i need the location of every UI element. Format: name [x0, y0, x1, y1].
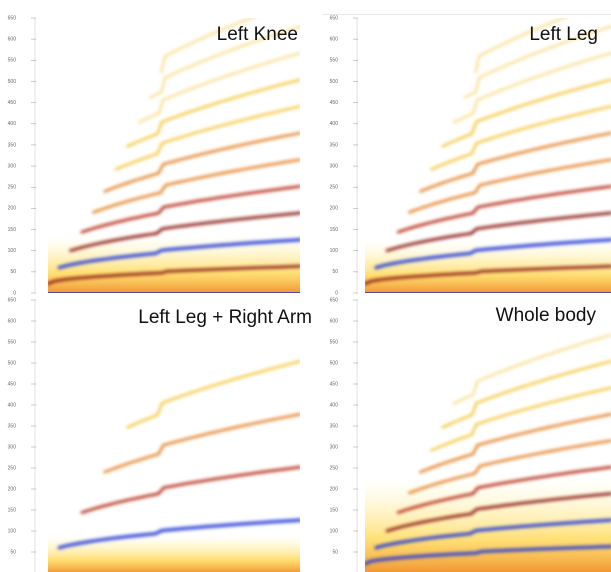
y-tick-label: 100	[8, 528, 17, 534]
y-tick-label: 450	[8, 381, 17, 387]
y-tick-label: 650	[330, 15, 339, 21]
y-tick-label: 100	[330, 248, 339, 254]
y-tick-label: 250	[330, 465, 339, 471]
y-tick-label: 150	[330, 227, 339, 233]
harmonic	[93, 160, 300, 213]
y-tick-label: 600	[330, 318, 339, 324]
y-tick-label: 500	[8, 360, 17, 366]
y-tick-label: 400	[330, 121, 339, 127]
y-tick-label: 200	[8, 486, 17, 492]
harmonic	[127, 361, 300, 427]
y-tick-label: 300	[8, 444, 17, 450]
y-tick-label: 250	[330, 185, 339, 191]
harmonic	[82, 467, 300, 512]
y-tick-label: 450	[330, 100, 339, 106]
noise-floor	[48, 535, 300, 572]
y-tick-label: 300	[330, 163, 339, 169]
y-tick-label: 650	[8, 297, 17, 303]
y-tick-label: 300	[8, 163, 17, 169]
y-tick-label: 550	[8, 339, 17, 345]
y-tick-label: 600	[330, 36, 339, 42]
panel-border	[322, 14, 611, 15]
harmonics	[59, 361, 300, 547]
y-tick-label: 450	[8, 100, 17, 106]
y-tick-label: 500	[330, 360, 339, 366]
y-tick-label: 250	[8, 465, 17, 471]
y-tick-label: 550	[330, 58, 339, 64]
harmonic	[409, 160, 611, 213]
y-tick-label: 150	[8, 227, 17, 233]
y-tick-label: 350	[330, 142, 339, 148]
y-tick-label: 400	[8, 402, 17, 408]
y-tick-label: 50	[332, 549, 338, 555]
y-tick-label: 50	[10, 269, 16, 275]
y-tick-label: 550	[330, 339, 339, 345]
y-tick-label: 50	[10, 549, 16, 555]
y-tick-label: 650	[330, 297, 339, 303]
y-tick-label: 100	[330, 528, 339, 534]
y-tick-label: 600	[8, 318, 17, 324]
figure: 050100150200250300350400450500550600650L…	[0, 0, 611, 572]
y-tick-label: 150	[330, 507, 339, 513]
y-tick-label: 400	[8, 121, 17, 127]
y-tick-label: 450	[330, 381, 339, 387]
y-tick-label: 0	[335, 290, 338, 296]
y-tick-label: 100	[8, 248, 17, 254]
y-tick-label: 50	[332, 269, 338, 275]
y-tick-label: 600	[8, 36, 17, 42]
y-tick-label: 200	[330, 206, 339, 212]
y-tick-label: 550	[8, 58, 17, 64]
y-tick-label: 300	[330, 444, 339, 450]
y-tick-label: 500	[330, 79, 339, 85]
plot-area	[365, 335, 611, 572]
panel-title: Left Leg + Right Arm	[138, 307, 312, 328]
y-tick-label: 150	[8, 507, 17, 513]
y-tick-label: 0	[13, 290, 16, 296]
y-tick-label: 350	[330, 423, 339, 429]
plot-area	[48, 361, 300, 572]
y-tick-label: 500	[8, 79, 17, 85]
y-tick-label: 350	[8, 423, 17, 429]
panel-title: Left Knee	[217, 24, 298, 45]
y-tick-label: 200	[8, 206, 17, 212]
panel-title: Whole body	[496, 305, 597, 326]
y-tick-label: 650	[8, 15, 17, 21]
y-tick-label: 350	[8, 142, 17, 148]
y-tick-label: 200	[330, 486, 339, 492]
y-tick-label: 400	[330, 402, 339, 408]
panel-title: Left Leg	[529, 24, 598, 45]
y-tick-label: 250	[8, 185, 17, 191]
harmonic	[105, 414, 300, 472]
